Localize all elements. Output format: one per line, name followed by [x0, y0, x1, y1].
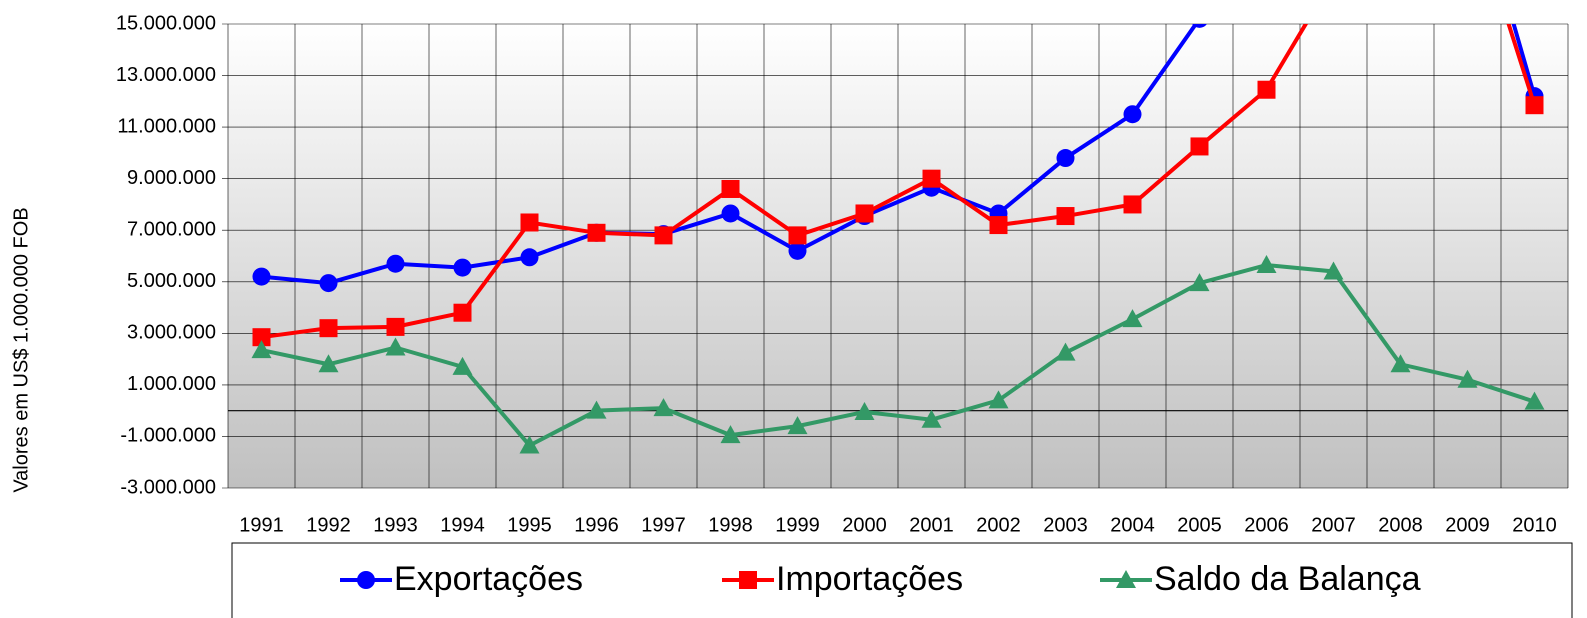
marker: [739, 571, 757, 589]
marker: [385, 337, 406, 356]
marker: [788, 241, 807, 260]
marker: [386, 254, 405, 273]
marker: [1256, 255, 1277, 274]
y-tick-label: 1.000.000: [127, 373, 216, 395]
marker: [1055, 342, 1076, 361]
marker: [1122, 309, 1143, 328]
marker: [989, 216, 1008, 235]
marker: [357, 571, 375, 589]
y-tick-label: 7.000.000: [127, 219, 216, 241]
x-tick-label: 2004: [1110, 514, 1155, 536]
marker: [1116, 570, 1136, 588]
marker: [1190, 137, 1209, 156]
marker: [1056, 207, 1075, 226]
x-tick-label: 1992: [306, 514, 351, 536]
y-tick-label: 3.000.000: [127, 322, 216, 344]
legend-label: Importações: [776, 560, 963, 598]
x-tick-label: 2000: [842, 514, 887, 536]
marker: [855, 204, 874, 223]
marker: [1524, 391, 1545, 410]
x-tick-label: 1998: [708, 514, 753, 536]
marker: [453, 303, 472, 322]
marker: [251, 340, 272, 359]
y-tick-label: 5.000.000: [127, 270, 216, 292]
marker: [319, 319, 338, 338]
marker: [1192, 24, 1207, 28]
y-tick-label: 13.000.000: [116, 64, 216, 86]
x-tick-label: 1997: [641, 514, 686, 536]
marker: [1123, 195, 1142, 214]
marker: [587, 223, 606, 242]
marker: [453, 258, 472, 277]
marker: [252, 267, 271, 286]
marker: [386, 317, 405, 336]
legend-label: Saldo da Balança: [1154, 560, 1421, 598]
x-tick-label: 1991: [239, 514, 284, 536]
x-tick-label: 2006: [1244, 514, 1289, 536]
marker: [252, 328, 271, 347]
y-tick-label: 15.000.000: [116, 12, 216, 34]
marker: [318, 354, 339, 373]
marker: [787, 416, 808, 435]
marker: [721, 179, 740, 198]
marker: [922, 169, 941, 188]
marker: [988, 390, 1009, 409]
marker: [720, 425, 741, 444]
marker: [854, 401, 875, 420]
series-group: [251, 24, 1545, 454]
x-tick-label: 2009: [1445, 514, 1490, 536]
marker: [1525, 96, 1544, 115]
line: [261, 262, 1536, 448]
x-tick-label: 2003: [1043, 514, 1088, 536]
marker: [319, 274, 338, 293]
marker: [1323, 261, 1344, 280]
x-tick-label: 2007: [1311, 514, 1356, 536]
marker: [1123, 105, 1142, 124]
marker: [654, 226, 673, 245]
marker: [721, 204, 740, 223]
marker: [586, 400, 607, 419]
marker: [653, 398, 674, 417]
y-axis-label: Valores em US$ 1.000.000 FOB: [10, 207, 32, 492]
x-tick-label: 1995: [507, 514, 552, 536]
x-tick-label: 2001: [909, 514, 954, 536]
marker: [1390, 354, 1411, 373]
y-tick-label: -1.000.000: [120, 425, 216, 447]
line: [261, 24, 1537, 340]
x-tick-label: 1999: [775, 514, 820, 536]
x-tick-label: 1996: [574, 514, 619, 536]
x-tick-label: 1994: [440, 514, 485, 536]
line: [261, 24, 1537, 286]
marker: [921, 409, 942, 428]
x-tick-label: 1993: [373, 514, 418, 536]
x-tick-label: 2002: [976, 514, 1021, 536]
marker: [1056, 149, 1075, 168]
x-tick-label: 2008: [1378, 514, 1423, 536]
marker: [1257, 80, 1276, 99]
marker: [520, 248, 539, 267]
y-tick-label: 11.000.000: [117, 115, 216, 137]
marker: [519, 435, 540, 454]
marker: [452, 356, 473, 375]
marker: [788, 226, 807, 245]
legend-label: Exportações: [394, 560, 583, 598]
y-tick-label: -3.000.000: [120, 476, 216, 498]
marker: [1457, 369, 1478, 388]
legend: [231, 542, 1573, 618]
x-tick-label: 2010: [1512, 514, 1557, 536]
marker: [1189, 273, 1210, 292]
marker: [520, 213, 539, 232]
x-tick-label: 2005: [1177, 514, 1222, 536]
y-tick-label: 9.000.000: [127, 167, 216, 189]
